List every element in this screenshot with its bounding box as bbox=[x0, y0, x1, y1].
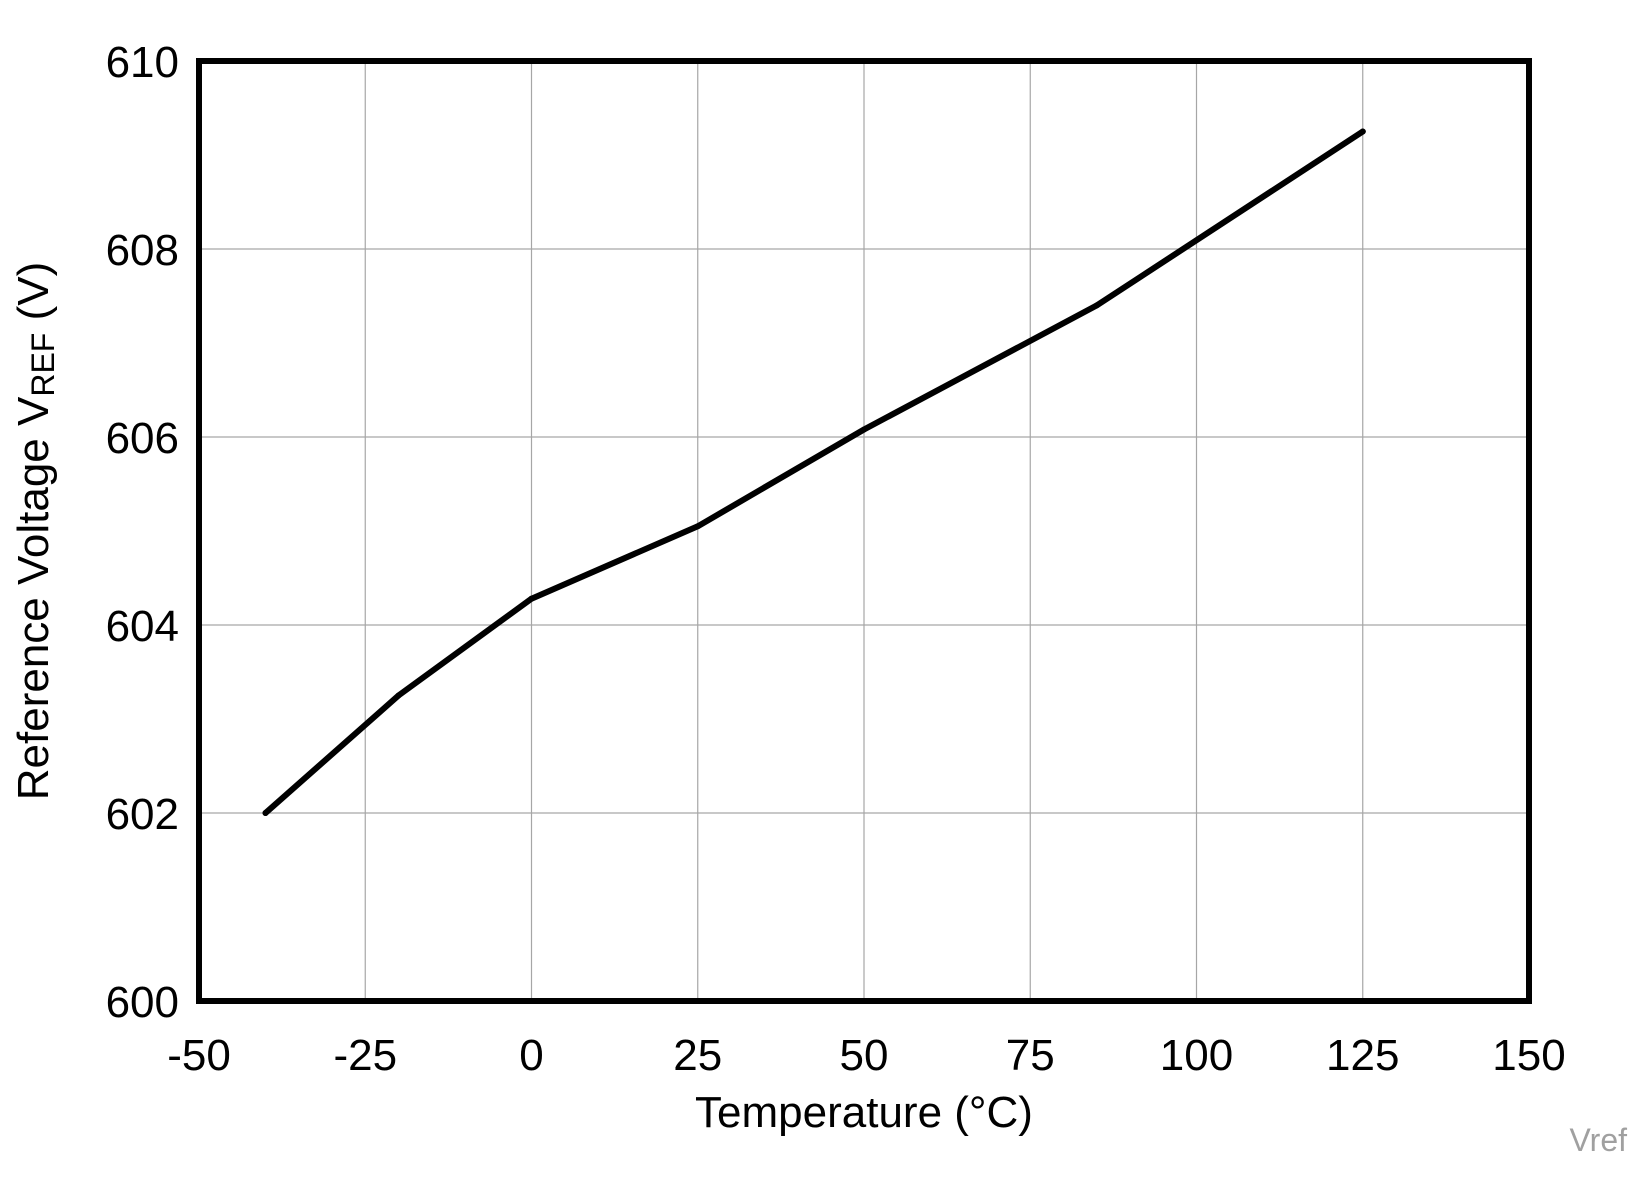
data-point bbox=[262, 810, 269, 816]
x-tick-labels: -50 -25 0 25 50 75 100 125 150 bbox=[167, 1031, 1566, 1080]
y-axis-title: Reference Voltage VREF (V) bbox=[9, 262, 61, 801]
x-axis-title: Temperature (°C) bbox=[695, 1088, 1033, 1137]
series-layer bbox=[262, 128, 1366, 816]
x-tick-label: 100 bbox=[1160, 1031, 1233, 1080]
chart-id-watermark: Vref bbox=[1570, 1122, 1628, 1158]
data-point bbox=[395, 692, 402, 699]
data-point bbox=[694, 523, 701, 530]
x-tick-label: 50 bbox=[840, 1031, 889, 1080]
y-tick-label: 600 bbox=[106, 978, 179, 1027]
grid-lines bbox=[198, 60, 1530, 1002]
y-tick-label: 602 bbox=[106, 790, 179, 839]
x-tick-label: 150 bbox=[1492, 1031, 1565, 1080]
data-point bbox=[861, 426, 867, 433]
y-axis-title-main: Reference Voltage V bbox=[9, 396, 58, 800]
y-axis-title-unit: (V) bbox=[9, 262, 58, 333]
x-tick-label: -25 bbox=[333, 1031, 397, 1080]
x-tick-label: 125 bbox=[1326, 1031, 1399, 1080]
x-tick-label: 0 bbox=[519, 1031, 543, 1080]
x-tick-label: 25 bbox=[673, 1031, 722, 1080]
y-axis-title-subscript: REF bbox=[25, 333, 61, 397]
y-tick-label: 604 bbox=[106, 602, 179, 651]
y-tick-label: 610 bbox=[106, 38, 179, 87]
data-point bbox=[1093, 302, 1100, 309]
series-line bbox=[262, 128, 1366, 816]
data-point bbox=[1359, 128, 1366, 135]
x-tick-label: 75 bbox=[1006, 1031, 1055, 1080]
y-tick-labels: 600 602 604 606 608 610 bbox=[106, 38, 179, 1027]
x-tick-label: -50 bbox=[167, 1031, 231, 1080]
data-point bbox=[528, 595, 535, 602]
plot-frame bbox=[196, 58, 1532, 1004]
y-tick-label: 606 bbox=[106, 414, 179, 463]
y-tick-label: 608 bbox=[106, 226, 179, 275]
